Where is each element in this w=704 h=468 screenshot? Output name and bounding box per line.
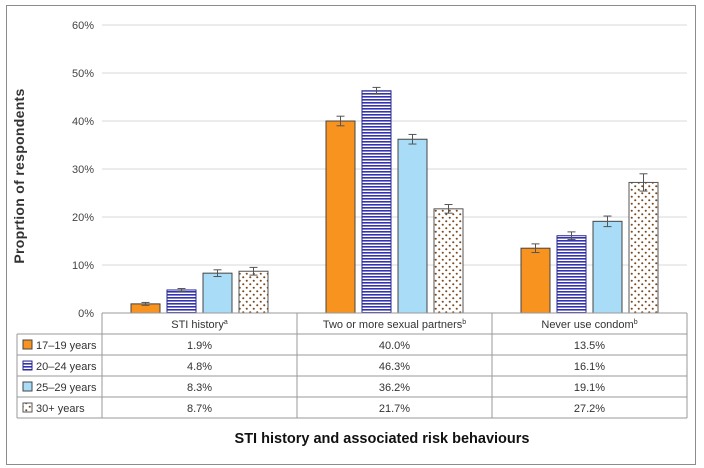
bar-20-24-years-sti-history [166, 289, 197, 314]
y-tick-label: 40% [72, 116, 94, 128]
data-label: 40.0% [379, 340, 410, 352]
bar-25-29-years-two-or-more-sexual-partners [397, 138, 428, 314]
data-label: 21.7% [379, 403, 410, 415]
legend-key-20-24-years [22, 360, 33, 371]
category-label: STI historya [171, 319, 228, 331]
bar-17-19-years-never-use-condom [520, 247, 551, 314]
category-label: Never use condomb [541, 319, 637, 331]
category-label: Two or more sexual partnersb [323, 319, 466, 331]
bars [130, 86, 659, 314]
category-footnote-marker: b [462, 319, 466, 326]
chart: 0% 10% 20% 30% 40% 50% 60% STI historya Two or … [11, 20, 688, 447]
data-table: STI historya Two or more sexual partnersb… [16, 312, 688, 419]
y-tick-label: 0% [78, 308, 94, 320]
legend-label: 17–19 years [36, 340, 97, 352]
chart-frame: 0% 10% 20% 30% 40% 50% 60% STI historya Two or … [6, 5, 696, 465]
y-tick-label: 50% [72, 68, 94, 80]
data-label: 46.3% [379, 361, 410, 373]
category-footnote-marker: b [634, 319, 638, 326]
y-tick-label: 30% [72, 164, 94, 176]
data-label: 8.7% [187, 403, 212, 415]
data-label: 27.2% [574, 403, 605, 415]
y-tick-label: 20% [72, 212, 94, 224]
legend-label: 25–29 years [36, 382, 97, 394]
category-footnote-marker: a [224, 319, 228, 326]
legend-key-25-29-years [22, 381, 33, 392]
data-label: 4.8% [187, 361, 212, 373]
legend-key-17-19-years [22, 339, 33, 350]
bar-20-24-years-two-or-more-sexual-partners [361, 90, 392, 314]
data-label: 13.5% [574, 340, 605, 352]
gridlines [102, 24, 687, 314]
legend-key-30-years [22, 402, 33, 413]
data-label: 1.9% [187, 340, 212, 352]
bar-25-29-years-sti-history [202, 272, 233, 314]
x-axis-label: STI history and associated risk behaviou… [235, 431, 530, 447]
y-tick-label: 10% [72, 260, 94, 272]
legend-label: 20–24 years [36, 361, 97, 373]
y-tick-label: 60% [72, 20, 94, 32]
bar-30-years-two-or-more-sexual-partners [433, 208, 464, 314]
bar-30-years-sti-history [238, 270, 269, 314]
bar-25-29-years-never-use-condom [592, 220, 623, 314]
bar-17-19-years-two-or-more-sexual-partners [325, 120, 356, 314]
data-label: 36.2% [379, 382, 410, 394]
legend-label: 30+ years [36, 403, 85, 415]
y-tick-labels: 0% 10% 20% 30% 40% 50% 60% [72, 20, 94, 320]
bar-30-years-never-use-condom [628, 181, 659, 314]
data-label: 19.1% [574, 382, 605, 394]
data-label: 8.3% [187, 382, 212, 394]
data-label: 16.1% [574, 361, 605, 373]
y-axis-label: Proprtion of respondents [11, 88, 27, 263]
bar-20-24-years-never-use-condom [556, 235, 587, 314]
